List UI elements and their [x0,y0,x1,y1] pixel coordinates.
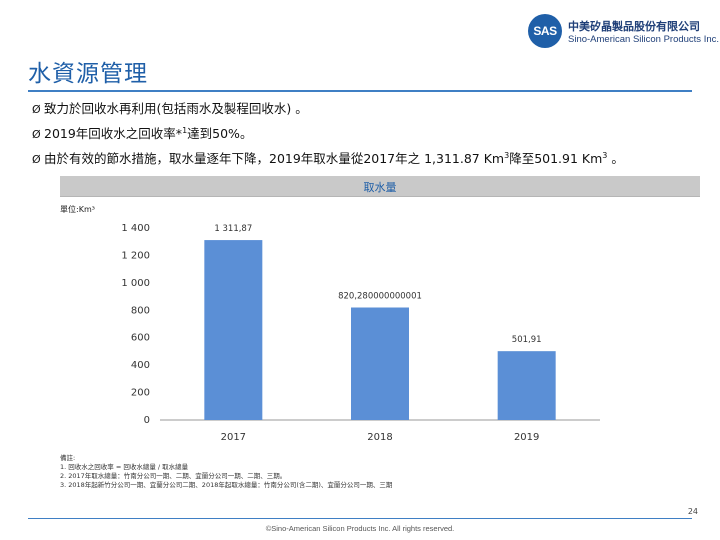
bullet-item: Ø 由於有效的節水措施，取水量逐年下降，2019年取水量從2017年之 1,311… [32,145,702,170]
unit-label: 單位:Km³ [60,205,95,214]
footer-divider [28,518,692,519]
bar [497,351,556,420]
bullet-text: 2019年回收水之回收率* [44,126,183,142]
y-tick-label: 400 [131,360,150,371]
y-tick-label: 800 [131,305,150,316]
y-tick-label: 1 200 [121,250,150,261]
y-tick-label: 200 [131,388,150,399]
title-divider [28,90,692,92]
arrow-bullet-icon: Ø [32,103,41,116]
data-label: 501,91 [512,335,542,345]
superscript: 3 [504,151,510,161]
bullet-list: Ø 致力於回收水再利用(包括雨水及製程回收水) 。 Ø 2019年回收水之回收率*1… [32,98,702,170]
page-number: 24 [687,507,698,516]
company-name-english: Sino-American Silicon Products Inc. [568,34,720,45]
footnotes-heading: 備註: [60,454,76,462]
bar [204,240,263,420]
chart-title-bar: 取水量 [60,176,700,197]
bullet-text: 。 [607,151,624,167]
footnotes: 備註: 1. 回收水之回收率 = 回收水總量 / 取水總量 2. 2017年取水… [60,454,392,490]
y-tick-label: 1 400 [121,223,150,234]
y-tick-label: 1 000 [121,278,150,289]
sas-logo-mark: SAS [528,14,562,48]
bullet-item: Ø 致力於回收水再利用(包括雨水及製程回收水) 。 [32,98,702,120]
footnote-line: 3. 2018年起新竹分公司一期、宜蘭分公司二期、2018年起取水總量：竹南分公… [60,481,393,489]
data-label: 1 311,87 [214,224,252,234]
chart-title: 取水量 [363,181,397,194]
y-tick-label: 0 [144,415,150,426]
bullet-text: 降至501.91 Km [509,151,603,167]
y-tick-label: 600 [131,333,150,344]
arrow-bullet-icon: Ø [32,128,41,142]
footnote-ref: 1 [182,126,188,135]
arrow-bullet-icon: Ø [32,153,41,167]
bar [351,307,409,420]
company-name-chinese: 中美矽晶製品股份有限公司 [568,20,700,33]
data-label: 820,280000000001 [338,292,422,302]
footnote-line: 2. 2017年取水總量：竹南分公司一期、二期、宜蘭分公司一期、二期、三期。 [60,472,287,480]
superscript: 3 [602,151,608,161]
x-tick-label: 2019 [514,432,539,443]
company-logo: SAS 中美矽晶製品股份有限公司 Sino-American Silicon P… [528,12,719,52]
bullet-text: 達到50%。 [187,126,253,142]
footnote-line: 1. 回收水之回收率 = 回收水總量 / 取水總量 [60,463,189,471]
x-tick-label: 2017 [221,432,246,443]
copyright-text: ©Sino-American Silicon Products Inc. All… [265,524,455,533]
bullet-text: 由於有效的節水措施，取水量逐年下降，2019年取水量從2017年之 1,311.… [44,151,505,167]
page-title: 水資源管理 [28,61,148,87]
bullet-text: 致力於回收水再利用(包括雨水及製程回收水) 。 [44,101,308,116]
x-tick-label: 2018 [367,432,392,443]
bullet-item: Ø 2019年回收水之回收率*1達到50%。 [32,120,702,145]
